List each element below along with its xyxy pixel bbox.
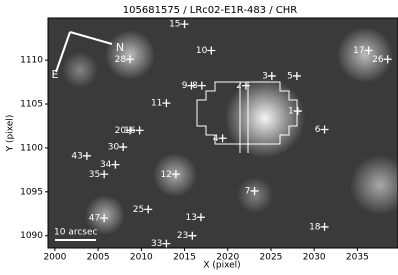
glow — [237, 177, 273, 213]
x-tick-label: 2020 — [216, 253, 239, 263]
x-tick-label: 2000 — [43, 253, 66, 263]
y-axis-label: Y (pixel) — [6, 115, 16, 153]
glow — [105, 30, 155, 80]
star-label: 7 — [245, 186, 251, 196]
star-label: 3 — [262, 71, 268, 81]
star-label: 1 — [288, 107, 294, 117]
star-label: 34 — [100, 160, 112, 170]
star-label: 18 — [309, 222, 321, 232]
star-label: 10 — [196, 46, 208, 56]
compass-label: E — [52, 68, 59, 81]
star-label: 16 — [124, 126, 136, 136]
chart-title: 105681575 / LRc02-E1R-483 / CHR — [123, 5, 297, 16]
x-tick-label: 2015 — [173, 253, 196, 263]
star-label: 23 — [177, 231, 188, 241]
compass-label: N — [116, 41, 124, 54]
chart: 105681575 / LRc02-E1R-483 / CHR N E 10 a… — [0, 0, 398, 271]
star-label: 8 — [192, 81, 198, 91]
y-tick-label: 1110 — [20, 56, 43, 66]
star-label: 4 — [213, 134, 219, 144]
y-tick-label: 1095 — [20, 187, 43, 197]
y-tick-label: 1105 — [20, 100, 43, 110]
star-label: 26 — [372, 55, 384, 65]
x-tick-label: 2035 — [346, 253, 369, 263]
x-tick-label: 2025 — [260, 253, 283, 263]
star-label: 2 — [236, 81, 242, 91]
star-label: 43 — [71, 151, 82, 161]
x-tick-label: 2005 — [87, 253, 110, 263]
star-label: 35 — [89, 170, 100, 180]
scalebar-label: 10 arcsec — [54, 228, 98, 238]
x-tick-label: 2030 — [303, 253, 326, 263]
star-label: 47 — [89, 214, 100, 224]
star-label: 28 — [115, 55, 127, 65]
star-label: 6 — [315, 125, 321, 135]
star-label: 15 — [169, 20, 180, 30]
star-label: 11 — [151, 99, 162, 109]
star-label: 30 — [108, 143, 120, 153]
star-label: 13 — [186, 213, 197, 223]
star-label: 25 — [133, 205, 144, 215]
star-label: 5 — [287, 71, 293, 81]
star-label: 12 — [160, 170, 171, 180]
glow — [337, 27, 393, 83]
x-tick-label: 2010 — [130, 253, 153, 263]
star-label: 17 — [353, 46, 364, 56]
y-tick-label: 1100 — [20, 143, 43, 153]
star-label: 9 — [182, 81, 188, 91]
glow — [62, 52, 98, 88]
y-tick-label: 1090 — [20, 231, 43, 241]
